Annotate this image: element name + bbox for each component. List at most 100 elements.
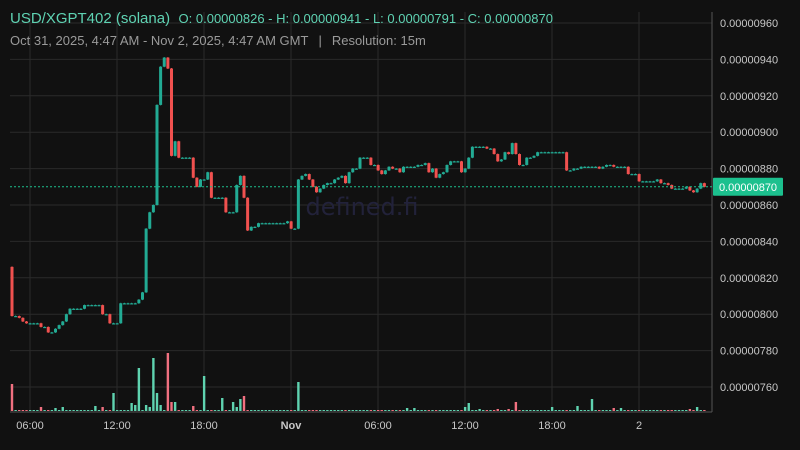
volume-bar — [619, 408, 623, 411]
volume-bar — [202, 376, 206, 411]
y-tick-label: 0.00000900 — [720, 127, 778, 139]
volume-bar — [387, 410, 391, 411]
candle — [387, 166, 391, 171]
candle — [35, 323, 39, 325]
y-tick-label: 0.00000760 — [720, 382, 778, 394]
volume-bar — [105, 410, 108, 411]
candle — [391, 166, 395, 169]
candle — [438, 174, 442, 178]
candle — [354, 168, 358, 170]
volume-bar — [126, 410, 130, 411]
candle — [17, 316, 21, 318]
volume-bar — [271, 410, 275, 411]
candle — [420, 164, 424, 167]
candle — [83, 305, 86, 309]
volume-bar — [677, 410, 681, 411]
candle — [539, 152, 543, 154]
volume-bar — [663, 410, 666, 411]
volume-bar — [547, 410, 550, 411]
volume-bar — [108, 410, 112, 411]
volume-bar — [329, 410, 333, 411]
volume-bar — [61, 407, 64, 411]
volume-bar — [65, 410, 68, 411]
volume-bar — [94, 406, 97, 411]
candle — [235, 184, 239, 213]
candle — [184, 157, 188, 159]
candle — [684, 186, 688, 189]
candle — [427, 163, 431, 173]
volume-bar — [115, 410, 119, 411]
candle — [311, 179, 315, 187]
candle — [195, 177, 199, 187]
candle — [692, 190, 695, 193]
y-tick-label: 0.00000960 — [720, 18, 778, 30]
candle — [376, 164, 380, 171]
candle — [695, 188, 699, 193]
volume-bar — [362, 410, 365, 411]
y-tick-label: 0.00000920 — [720, 91, 778, 103]
candle — [340, 175, 344, 178]
candle — [630, 174, 634, 176]
x-tick-label: 18:00 — [538, 420, 566, 432]
candle — [347, 172, 351, 184]
candle — [64, 314, 68, 322]
candle — [677, 188, 681, 190]
candle — [641, 181, 645, 183]
candle — [478, 146, 482, 148]
volume-bar — [351, 410, 354, 411]
volume-bar — [525, 410, 528, 411]
volume-bar — [467, 403, 470, 411]
volume-bar — [268, 410, 271, 411]
candle — [93, 305, 97, 307]
volume-bar — [239, 399, 242, 411]
volume-bar — [583, 410, 586, 411]
volume-bar — [536, 410, 539, 411]
chart-subtitle: Oct 31, 2025, 4:47 AM - Nov 2, 2025, 4:4… — [10, 33, 426, 48]
candle — [659, 179, 663, 184]
candle — [220, 197, 224, 199]
candle — [409, 166, 413, 168]
volume-bar — [28, 410, 32, 411]
candle — [467, 157, 471, 169]
chart-header: USD/XGPT402 (solana) O: 0.00000826 - H: … — [10, 10, 553, 28]
candle — [133, 303, 137, 305]
volume-bar — [427, 410, 431, 411]
volume-bar — [561, 410, 565, 411]
candle — [554, 152, 558, 154]
volume-bar — [322, 410, 325, 411]
resolution-label: Resolution: 15m — [331, 33, 426, 48]
volume-bar — [144, 405, 148, 411]
volume-bar — [206, 410, 209, 411]
volume-bar — [25, 410, 28, 411]
candle — [177, 141, 181, 158]
volume-bar — [347, 410, 351, 411]
candle — [130, 303, 134, 305]
volume-bar — [692, 410, 695, 411]
volume-bar — [630, 410, 634, 411]
volume-bar — [130, 403, 133, 411]
volume-bar — [681, 410, 684, 411]
candle — [166, 57, 170, 69]
volume-bar — [308, 410, 311, 411]
volume-bar — [503, 410, 507, 411]
volume-bar — [456, 410, 460, 411]
candle — [202, 179, 206, 181]
y-tick-label: 0.00000820 — [720, 273, 778, 285]
volume-bar — [311, 410, 315, 411]
volume-bar — [634, 410, 637, 411]
candle — [568, 170, 572, 172]
volume-bar — [420, 410, 423, 411]
y-tick-label: 0.00000880 — [720, 164, 778, 176]
candle — [612, 164, 616, 167]
volume-bar — [424, 410, 427, 411]
volume-bar — [366, 410, 369, 411]
candle — [148, 212, 152, 229]
candle — [626, 166, 630, 175]
volume-bar — [511, 410, 514, 411]
volume-bar — [550, 407, 554, 411]
volume-bar — [21, 410, 25, 411]
volume-bar — [242, 396, 246, 411]
y-tick-label: 0.00000780 — [720, 346, 778, 358]
volume-bar — [173, 402, 177, 411]
